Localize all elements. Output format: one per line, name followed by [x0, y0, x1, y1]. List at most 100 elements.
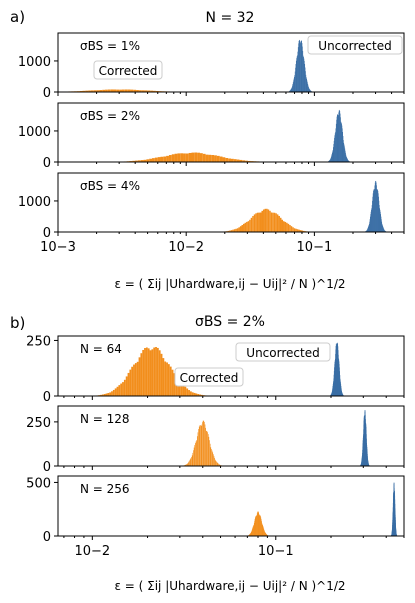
histogram-bar — [330, 158, 331, 162]
histogram-bar — [251, 531, 252, 536]
histogram-bar — [334, 133, 336, 162]
histogram-bar — [188, 461, 190, 466]
subplot-1: 0 250 N = 64 Uncorrected Corrected — [26, 334, 405, 405]
histogram-bar — [343, 140, 344, 162]
histogram-bar — [138, 357, 141, 396]
histogram-bar — [382, 226, 384, 232]
histogram-bar — [184, 386, 187, 396]
histogram-bar — [295, 64, 297, 92]
histogram-bar — [200, 394, 203, 396]
histogram-bar — [339, 113, 341, 162]
histogram-bar — [107, 89, 111, 92]
histogram-bar — [307, 82, 308, 92]
histogram-bar — [330, 158, 332, 162]
histogram-bar — [229, 230, 231, 232]
histogram-bar — [180, 383, 183, 396]
histogram-bar — [297, 55, 298, 92]
histogram-bar — [121, 89, 125, 92]
legend-uncorrected-box — [307, 35, 403, 55]
histogram-bar — [289, 225, 291, 232]
legend-corrected-box — [93, 60, 163, 80]
histogram-bar — [255, 516, 257, 536]
histogram-bar — [295, 60, 297, 92]
histogram-bar — [290, 226, 293, 232]
histogram-bar — [153, 90, 156, 92]
histogram-bar — [373, 190, 374, 232]
histogram-bar — [333, 140, 335, 162]
histogram-bar — [310, 90, 312, 92]
histogram-bar — [372, 193, 374, 232]
histogram-bar — [205, 427, 206, 466]
axes-frame — [57, 102, 405, 163]
histogram-bar — [199, 394, 201, 396]
histogram-bar — [245, 160, 248, 162]
histogram-bar — [238, 227, 240, 232]
histogram-bar — [366, 229, 368, 232]
histogram-bar — [374, 189, 375, 232]
histogram-bar — [169, 366, 172, 396]
histogram-bar — [344, 148, 346, 162]
panel-a-chart: 0 1000 σBS = 1% Uncorrected Corrected 0 1000 σB… — [18, 32, 405, 255]
histogram-bar — [309, 89, 311, 92]
y-tick-label: 0 — [43, 390, 51, 405]
histogram-bar — [264, 208, 267, 232]
histogram-bar — [252, 215, 254, 232]
histogram-bar — [127, 89, 131, 92]
histogram-bar — [249, 534, 250, 536]
histogram-bar — [384, 230, 386, 232]
histogram-bar — [342, 131, 343, 162]
histogram-bar — [309, 89, 311, 92]
histogram-bar — [304, 63, 306, 92]
histogram-bar — [260, 516, 261, 536]
histogram-bar — [111, 391, 113, 396]
histogram-bar — [203, 420, 205, 466]
panel-b-xlabel: ε = ( Σij |Uhardware,ij − Uij|² / N )^1/… — [114, 579, 345, 593]
histogram-bar — [298, 229, 300, 232]
histogram-bar — [286, 222, 288, 232]
histogram-bar — [125, 376, 128, 396]
histogram-bar — [339, 111, 341, 162]
histogram-bar — [201, 424, 203, 466]
series-corrected — [183, 420, 223, 466]
histogram-bar — [259, 515, 260, 536]
histogram-bar — [256, 515, 257, 536]
histogram-bar — [347, 159, 349, 162]
histogram-bar — [186, 388, 189, 396]
histogram-bar — [133, 89, 137, 92]
histogram-bar — [168, 155, 172, 162]
histogram-bar — [279, 217, 282, 232]
histogram-bar — [82, 90, 86, 92]
histogram-bar — [337, 114, 338, 162]
histogram-bar — [336, 119, 337, 162]
histogram-bar — [127, 372, 130, 396]
histogram-bar — [177, 380, 179, 396]
histogram-bar — [345, 152, 346, 162]
histogram-bar — [335, 128, 337, 162]
histogram-bar — [188, 390, 190, 396]
histogram-bar — [189, 391, 192, 396]
histogram-bar — [112, 389, 115, 396]
x-tick-label: 10−3 — [40, 240, 76, 255]
panel-b-chart: 0 250 N = 64 Uncorrected Corrected 0 250 N = 12… — [26, 334, 405, 559]
histogram-bar — [130, 89, 134, 92]
histogram-bar — [180, 153, 184, 162]
histogram-bar — [380, 216, 382, 232]
histogram-bar — [376, 185, 377, 232]
histogram-bar — [379, 205, 380, 232]
histogram-bar — [160, 353, 163, 396]
histogram-bar — [214, 459, 216, 466]
subplot-annotation: N = 256 — [80, 482, 130, 496]
histogram-bar — [382, 224, 383, 232]
histogram-bar — [209, 443, 211, 466]
histogram-bar — [273, 212, 276, 232]
histogram-bar — [178, 381, 181, 396]
histogram-bar — [259, 515, 261, 536]
histogram-bar — [197, 152, 200, 162]
histogram-bar — [133, 364, 135, 396]
histogram-bar — [242, 160, 246, 162]
histogram-bar — [153, 347, 156, 396]
histogram-bar — [305, 77, 307, 92]
histogram-bar — [99, 90, 103, 92]
histogram-bar — [345, 154, 347, 162]
histogram-bar — [205, 430, 207, 466]
